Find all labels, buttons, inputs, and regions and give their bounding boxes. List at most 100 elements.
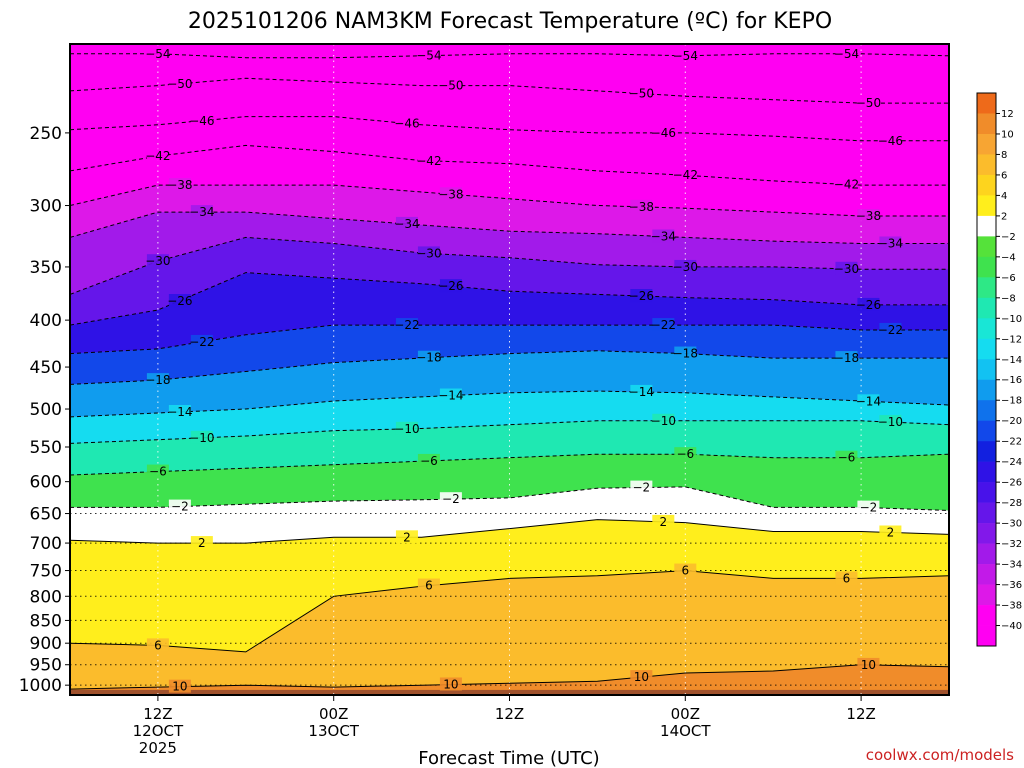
isotherm-label: −46 (394, 116, 419, 130)
isotherm-label: 2 (403, 530, 411, 544)
isotherm-label: −10 (394, 422, 419, 436)
isotherm-label: −46 (189, 114, 214, 128)
colorbar-tick-label: 2 (1001, 211, 1007, 222)
isotherm-label: −42 (145, 149, 170, 163)
isotherm-label: −50 (629, 87, 654, 101)
y-tick-label: 350 (30, 258, 62, 278)
isotherm-label: −50 (856, 96, 881, 110)
colorbar-tick-label: 10 (1001, 129, 1014, 140)
isotherm-label: −38 (856, 209, 881, 223)
isotherm-label: −10 (878, 415, 903, 429)
colorbar-tick-label: −16 (1001, 375, 1022, 386)
isotherm-label: −10 (651, 414, 676, 428)
colorbar-tick-label: −36 (1001, 580, 1022, 591)
isotherm-label: −2 (171, 500, 189, 514)
x-tick-label: 2025 (139, 739, 177, 757)
colorbar-tick-label: −4 (1001, 252, 1016, 263)
x-tick-label: 00Z (319, 705, 348, 723)
isotherm-label: −46 (878, 134, 903, 148)
x-tick-label: 12Z (495, 705, 524, 723)
colorbar-tick-label: −38 (1001, 601, 1022, 612)
isotherm-label: 6 (843, 571, 851, 585)
colorbar-tick-label: −30 (1001, 519, 1022, 530)
y-tick-label: 1000 (19, 676, 62, 696)
isotherm-label: −10 (189, 431, 214, 445)
x-tick-label: 12OCT (133, 722, 184, 740)
isotherm-label: 6 (681, 564, 689, 578)
isotherm-label: −18 (416, 351, 441, 365)
x-tick-label: 00Z (671, 705, 700, 723)
isotherm-label: 10 (443, 677, 458, 691)
y-axis: 250 300 350 400 450 500 550 600 650 700 750 800 850 9… (19, 124, 70, 696)
isotherm-line (70, 236, 949, 295)
isotherm-label: 2 (660, 515, 668, 529)
y-tick-label: 550 (30, 438, 62, 458)
isotherm-label: 2 (198, 536, 206, 550)
isotherm-line (70, 486, 949, 511)
isotherm-label: −50 (438, 79, 463, 93)
x-tick-label: 12Z (143, 705, 172, 723)
isotherm-label: −30 (834, 262, 859, 276)
isotherm-label: −38 (167, 178, 192, 192)
colorbar-tick-label: 4 (1001, 191, 1007, 202)
colorbar-tick-label: −14 (1001, 355, 1022, 366)
isotherm-label: −54 (145, 47, 170, 61)
isotherm-line (70, 570, 949, 653)
y-tick-label: 300 (30, 197, 62, 217)
y-tick-label: 250 (30, 124, 62, 144)
isotherm-line (70, 324, 949, 355)
isotherm-label: −30 (673, 260, 698, 274)
isotherm-label: −34 (878, 236, 903, 250)
colorbar-tick-label: −20 (1001, 416, 1022, 427)
y-tick-label: 650 (30, 505, 62, 525)
isotherm-line (70, 519, 949, 544)
isotherm-label: −18 (834, 351, 859, 365)
isotherm-label: −34 (394, 217, 419, 231)
colorbar-tick-label: 6 (1001, 170, 1007, 181)
isotherm-label: −34 (651, 229, 676, 243)
isotherm-label: −6 (676, 447, 694, 461)
y-tick-label: 950 (30, 656, 62, 676)
isotherm-label: −14 (629, 385, 654, 399)
isotherm-label: −14 (167, 405, 192, 419)
y-tick-label: 600 (30, 473, 62, 493)
isotherm-label: −6 (838, 451, 856, 465)
isotherm-label: 6 (154, 638, 162, 652)
colorbar-tick-label: −26 (1001, 478, 1022, 489)
isotherm-line (70, 184, 949, 217)
isotherm-label: −2 (442, 492, 460, 506)
isotherm-label: −6 (149, 465, 167, 479)
isotherm-label: −22 (651, 318, 676, 332)
isotherm-label: −18 (673, 347, 698, 361)
isotherm-label: −38 (629, 200, 654, 214)
isotherm-label: −34 (189, 205, 214, 219)
isotherm-label: −22 (878, 323, 903, 337)
y-tick-label: 450 (30, 358, 62, 378)
colorbar-tick-label: −32 (1001, 539, 1022, 550)
isotherm-label: −26 (438, 279, 463, 293)
colorbar-tick-label: −12 (1001, 334, 1022, 345)
colorbar-tick-label: −24 (1001, 457, 1022, 468)
isotherm-label: −54 (673, 49, 698, 63)
x-tick-label: 13OCT (308, 722, 359, 740)
isotherm-line (70, 664, 949, 690)
y-tick-label: 500 (30, 400, 62, 420)
isotherm-label: −50 (167, 77, 192, 91)
colorbar-tick-label: 12 (1001, 109, 1014, 120)
isotherm-label: −14 (438, 389, 463, 403)
isotherm-label: −42 (673, 168, 698, 182)
isotherm-label: 10 (861, 658, 876, 672)
isotherm-label: 6 (425, 579, 433, 593)
isotherm-label: −30 (416, 246, 441, 260)
colorbar-tick-label: −18 (1001, 396, 1022, 407)
isotherm-line (70, 144, 949, 186)
isotherm-label: −22 (394, 318, 419, 332)
colorbar-tick-label: −2 (1001, 232, 1016, 243)
isotherm-label: −46 (651, 126, 676, 140)
x-tick-label: 12Z (846, 705, 875, 723)
x-tick-label: 14OCT (660, 722, 711, 740)
isotherm-label: −30 (145, 254, 170, 268)
isotherm-label: 10 (634, 670, 649, 684)
